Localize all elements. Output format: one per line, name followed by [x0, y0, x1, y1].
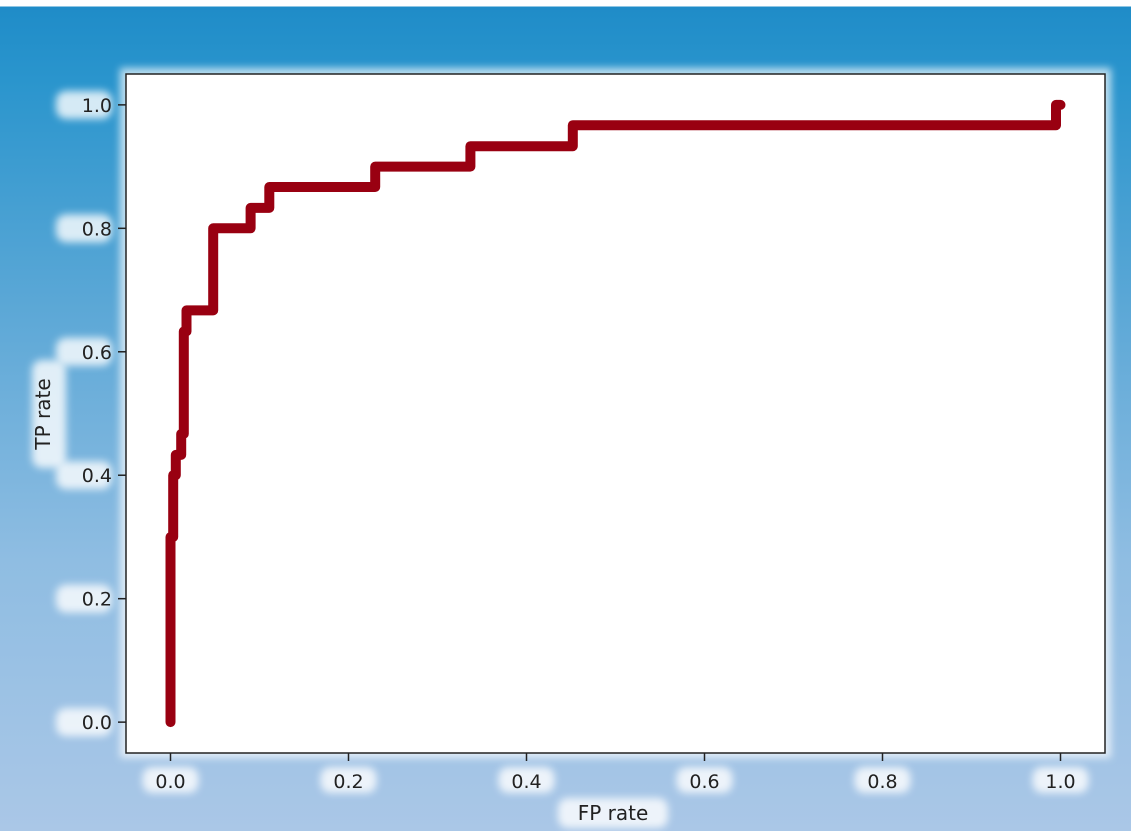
roc-series-point	[169, 532, 178, 541]
y-tick-label: 0.4	[82, 465, 112, 487]
roc-series-point	[466, 142, 475, 151]
roc-series-point	[860, 121, 869, 130]
roc-series-point	[1056, 100, 1065, 109]
roc-series-point	[209, 306, 218, 315]
x-tick-label-glow	[498, 767, 555, 793]
x-tick-label: 0.6	[689, 771, 719, 793]
y-tick-label-glow	[56, 214, 112, 243]
y-tick-label: 0.0	[82, 712, 112, 734]
x-axis-label: FP rate	[578, 801, 649, 825]
roc-series-point	[179, 429, 188, 438]
x-tick-label-glow	[142, 767, 199, 793]
y-tick-label: 0.8	[82, 218, 112, 240]
roc-series-point	[568, 121, 577, 130]
x-tick-label-glow	[1032, 767, 1089, 793]
x-tick-label: 0.2	[333, 771, 363, 793]
y-axis-label: TP rate	[31, 378, 55, 450]
y-tick-label-glow	[56, 461, 112, 490]
roc-series-point	[177, 450, 186, 459]
roc-series-point	[568, 142, 577, 151]
series-layer	[165, 99, 1066, 728]
x-tick-label-glow	[854, 767, 911, 793]
axis-ticks: 0.0 0.2 0.4 0.6 0.8 1.0 0.0 0.2 0.4 0.6 0.8 1.0	[82, 95, 1076, 793]
y-tick-label: 0.6	[82, 342, 112, 364]
x-tick-label: 0.8	[867, 771, 897, 793]
label-glow-layer	[32, 90, 1089, 828]
roc-series-point	[265, 203, 274, 212]
y-tick-label: 0.2	[82, 589, 112, 611]
roc-series-point	[171, 471, 180, 480]
x-tick-label: 0.0	[155, 771, 185, 793]
y-tick-label-glow	[56, 337, 112, 366]
x-tick-label-glow	[676, 767, 733, 793]
x-tick-label-glow	[320, 767, 377, 793]
y-tick-label-glow	[56, 708, 112, 737]
roc-series-point	[371, 162, 380, 171]
y-axis-label-glow	[32, 360, 66, 468]
y-tick-label-glow	[56, 584, 112, 613]
plot-area	[125, 73, 1106, 754]
roc-series-point	[187, 306, 196, 315]
y-tick-label-glow	[56, 90, 112, 119]
x-tick-label: 0.4	[511, 771, 541, 793]
x-axis-label-glow	[558, 798, 668, 828]
roc-series-point	[1052, 121, 1061, 130]
roc-series-point	[246, 203, 255, 212]
roc-series-point	[466, 162, 475, 171]
roc-series-point	[265, 182, 274, 191]
y-tick-label: 1.0	[82, 95, 112, 117]
x-tick-label: 1.0	[1045, 771, 1075, 793]
roc-series-point	[371, 182, 380, 191]
roc-series-point	[209, 224, 218, 233]
roc-series-point	[166, 718, 175, 727]
roc-series-point	[182, 327, 191, 336]
roc-series-point	[246, 224, 255, 233]
